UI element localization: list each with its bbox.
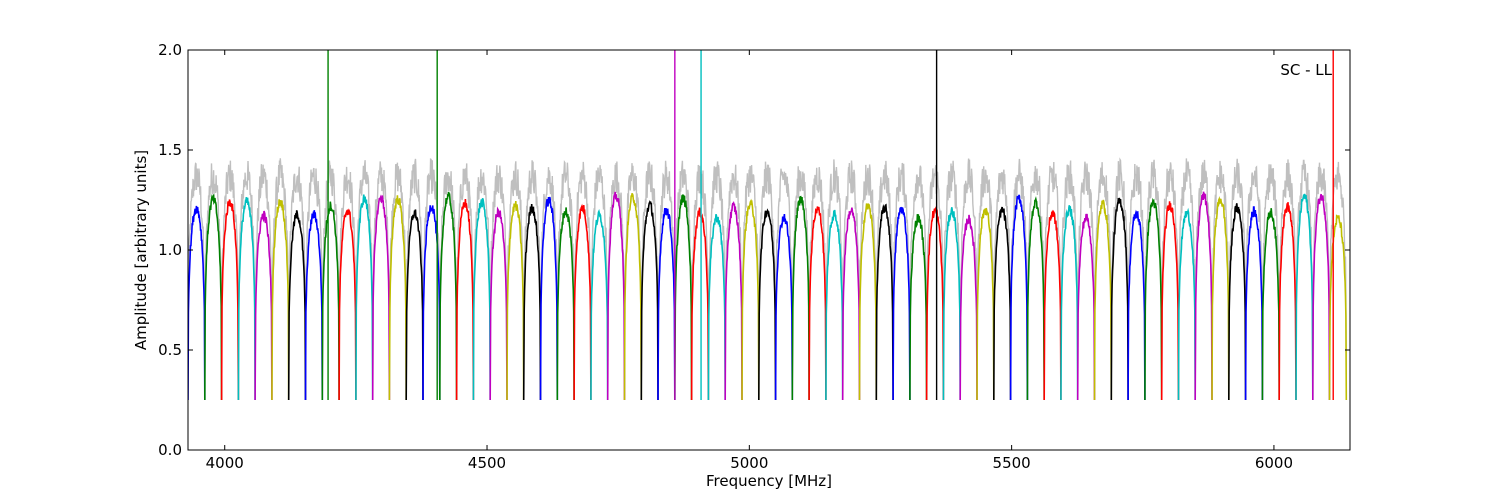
channel-trace [1211,195,1230,401]
channel-trace [1009,194,1029,401]
channel-trace [791,195,810,401]
x-tick-label: 4000 [206,454,244,472]
channel-trace [1043,209,1062,401]
channel-trace [640,200,659,401]
channel-trace [338,208,357,401]
channel-trace [673,194,693,401]
traces-group [188,50,1348,401]
channel-trace [1177,207,1196,401]
channel-trace [1328,214,1348,401]
channel-trace [774,214,794,401]
channel-trace [1244,206,1264,401]
annotation-label: SC - LL [1280,61,1332,79]
channel-trace [539,196,559,401]
x-tick-label: 6000 [1255,454,1293,472]
y-tick-label: 2.0 [158,41,182,59]
y-axis-label: Amplitude [arbitrary units] [132,150,150,350]
channel-trace [1261,208,1280,401]
channel-trace [355,194,374,401]
channel-trace [825,209,844,401]
channel-trace [808,206,827,401]
channel-trace [892,206,911,401]
background-trace [188,157,1348,401]
channel-trace [1312,193,1331,401]
channel-trace [1228,203,1247,401]
y-tick-label: 0.0 [158,441,182,459]
channel-trace [220,199,240,401]
channel-trace [1144,197,1163,401]
channel-trace [271,199,290,401]
channel-trace [724,200,743,401]
channel-trace [909,214,928,401]
channel-trace [992,206,1012,401]
channel-trace [506,200,525,401]
y-tick-label: 1.0 [158,241,182,259]
channel-trace [707,213,727,401]
x-tick-label: 5000 [730,454,768,472]
channel-trace [287,210,307,401]
channel-trace [841,207,861,401]
x-tick-label: 5500 [993,454,1031,472]
channel-trace [304,210,324,401]
channel-trace [606,191,626,401]
channel-trace [204,194,223,401]
channel-trace [1026,196,1045,401]
channel-trace [522,204,542,401]
channel-trace [371,194,391,401]
channel-trace [1093,199,1113,401]
plot-background [188,50,1350,450]
channel-trace [590,209,609,401]
channel-trace [254,210,273,401]
channel-trace [188,205,206,401]
channel-trace [959,214,978,401]
channel-trace [858,203,878,401]
channel-trace [455,198,475,401]
channel-trace [438,191,458,401]
channel-trace [976,207,995,401]
channel-trace [1076,213,1096,401]
channel-trace [472,197,492,401]
channel-trace [573,203,592,401]
x-axis-label: Frequency [MHz] [706,472,832,490]
channel-trace [942,207,962,401]
ticks-group: 4000 4500 5000 5500 6000 0.0 0.5 1.0 1.5 2.0 [158,41,1350,472]
channel-trace [1160,201,1180,401]
y-tick-label: 0.5 [158,341,182,359]
channel-trace [925,206,945,401]
channel-trace [741,198,760,401]
channel-trace [1295,193,1314,401]
channel-trace [1127,209,1146,401]
channel-trace [556,207,575,401]
channel-trace [321,201,340,401]
channel-trace [657,207,676,401]
y-tick-label: 1.5 [158,141,182,159]
channel-trace [1194,191,1213,401]
channel-trace [489,206,508,401]
channel-trace [875,203,894,401]
channel-trace [1060,205,1079,401]
x-tick-label: 4500 [468,454,506,472]
channel-trace [757,208,777,401]
channel-trace [1278,202,1297,401]
channel-trace [237,197,256,401]
channel-trace [623,193,643,401]
channel-trace [405,209,424,401]
channel-trace [1110,197,1129,401]
channel-trace [690,207,710,401]
channel-trace [388,195,408,401]
